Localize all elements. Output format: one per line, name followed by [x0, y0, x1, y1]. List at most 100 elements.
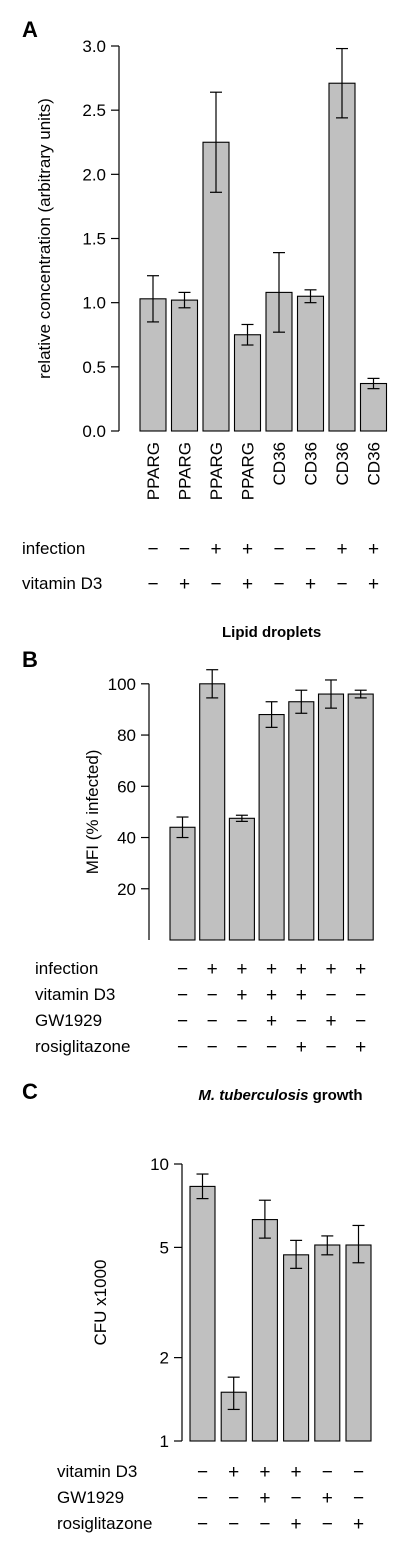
plus-sign: + — [336, 539, 347, 560]
condition-label: rosiglitazone — [35, 1037, 130, 1056]
category-label: PPARG — [239, 442, 258, 500]
minus-sign: − — [291, 1488, 302, 1509]
chart-title-plain: growth — [313, 1087, 363, 1104]
minus-sign: − — [266, 1037, 277, 1058]
chart-title: Lipid droplets — [222, 624, 321, 641]
minus-sign: − — [325, 985, 336, 1006]
category-label: PPARG — [176, 442, 195, 500]
category-label: CD36 — [270, 442, 289, 485]
plus-sign: + — [266, 985, 277, 1006]
plus-sign: + — [353, 1514, 364, 1535]
y-tick-label: 5 — [160, 1238, 169, 1257]
bar — [347, 693, 374, 941]
y-tick-label: 1.0 — [82, 294, 106, 313]
bar — [359, 382, 388, 432]
minus-sign: − — [228, 1488, 239, 1509]
minus-sign: − — [207, 985, 218, 1006]
y-tick-label: 2.0 — [82, 165, 106, 184]
plus-sign: + — [259, 1462, 270, 1483]
plus-sign: + — [236, 959, 247, 980]
plus-sign: + — [322, 1488, 333, 1509]
plus-sign: + — [291, 1462, 302, 1483]
y-tick-label: 1.5 — [82, 230, 106, 249]
minus-sign: − — [177, 1011, 188, 1032]
minus-sign: − — [179, 539, 190, 560]
bar — [189, 1185, 216, 1442]
plus-sign: + — [296, 1037, 307, 1058]
minus-sign: − — [177, 985, 188, 1006]
condition-label: vitamin D3 — [22, 574, 102, 593]
minus-sign: − — [207, 1011, 218, 1032]
bar — [317, 693, 345, 941]
chart-title-italic: M. tuberculosis — [198, 1087, 312, 1104]
panel-letter: A — [22, 17, 38, 42]
minus-sign: − — [355, 985, 366, 1006]
condition-label: rosiglitazone — [57, 1514, 152, 1533]
plus-sign: + — [259, 1488, 270, 1509]
minus-sign: − — [322, 1514, 333, 1535]
panel-a: A 0.0 0.5 1.0 1.5 2.0 2.5 3.0 relative concentra… — [22, 17, 388, 595]
plus-sign: + — [355, 1037, 366, 1058]
y-tick-label: 60 — [117, 777, 136, 796]
panel-letter: B — [22, 647, 38, 672]
category-label: CD36 — [333, 442, 352, 485]
category-label: PPARG — [207, 442, 226, 500]
panel-c: C M. tuberculosis growth 1 2 5 10 CFU x1000 vit… — [22, 1079, 372, 1535]
minus-sign: − — [322, 1462, 333, 1483]
minus-sign: − — [207, 1037, 218, 1058]
minus-sign: − — [355, 1011, 366, 1032]
plus-sign: + — [228, 1462, 239, 1483]
minus-sign: − — [336, 574, 347, 595]
plus-sign: + — [207, 959, 218, 980]
minus-sign: − — [273, 574, 284, 595]
condition-label: infection — [22, 539, 85, 558]
bar — [199, 683, 226, 941]
minus-sign: − — [210, 574, 221, 595]
y-tick-label: 20 — [117, 880, 136, 899]
minus-sign: − — [177, 1037, 188, 1058]
plus-sign: + — [266, 1011, 277, 1032]
y-tick-label: 2.5 — [82, 101, 106, 120]
plus-sign: + — [179, 574, 190, 595]
minus-sign: − — [197, 1514, 208, 1535]
chart-title: M. tuberculosis growth — [198, 1087, 362, 1104]
bar — [251, 1219, 278, 1442]
category-label: PPARG — [144, 442, 163, 500]
plus-sign: + — [236, 985, 247, 1006]
y-tick-label: 80 — [117, 726, 136, 745]
y-tick-label: 2 — [160, 1349, 169, 1368]
minus-sign: − — [325, 1037, 336, 1058]
bar — [228, 817, 255, 941]
plus-sign: + — [291, 1514, 302, 1535]
y-axis-label: CFU x1000 — [91, 1260, 110, 1346]
bar — [296, 295, 325, 432]
bar — [169, 826, 196, 941]
y-tick-label: 40 — [117, 829, 136, 848]
plus-sign: + — [325, 1011, 336, 1032]
panel-b: B Lipid droplets 20 40 60 80 100 MFI (% infecte… — [22, 624, 374, 1058]
category-label: CD36 — [365, 442, 384, 485]
minus-sign: − — [197, 1462, 208, 1483]
minus-sign: − — [273, 539, 284, 560]
y-tick-label: 0.0 — [82, 422, 106, 441]
plus-sign: + — [325, 959, 336, 980]
bar — [170, 299, 199, 432]
condition-label: GW1929 — [57, 1488, 124, 1507]
minus-sign: − — [177, 959, 188, 980]
plus-sign: + — [242, 539, 253, 560]
condition-label: vitamin D3 — [57, 1462, 137, 1481]
y-tick-label: 100 — [108, 675, 136, 694]
minus-sign: − — [296, 1011, 307, 1032]
condition-label: infection — [35, 959, 98, 978]
plus-sign: + — [296, 985, 307, 1006]
bar — [288, 701, 315, 941]
minus-sign: − — [305, 539, 316, 560]
minus-sign: − — [353, 1488, 364, 1509]
condition-label: GW1929 — [35, 1011, 102, 1030]
plus-sign: + — [368, 574, 379, 595]
y-axis-label: relative concentration (arbitrary units) — [35, 98, 54, 379]
minus-sign: − — [353, 1462, 364, 1483]
bar — [233, 334, 262, 432]
minus-sign: − — [236, 1037, 247, 1058]
